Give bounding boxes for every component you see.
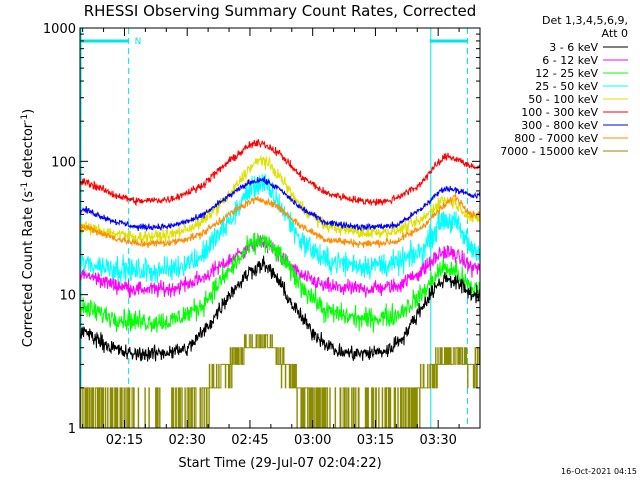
x-axis-label: Start Time (29-Jul-07 02:04:22) bbox=[178, 456, 381, 471]
legend-label: 25 - 50 keV bbox=[535, 80, 598, 93]
legend-label: 300 - 800 keV bbox=[521, 119, 598, 132]
x-tick-label: 02:30 bbox=[168, 433, 205, 448]
x-axis: 02:15 02:30 02:45 03:00 03:15 03:30 bbox=[82, 28, 481, 448]
legend-label: 6 - 12 keV bbox=[542, 54, 598, 67]
night-flag-label: N bbox=[135, 37, 142, 47]
y-axis-label-end: ) bbox=[21, 109, 36, 114]
y-axis-label-mid: detector bbox=[21, 122, 36, 182]
timestamp: 16-Oct-2021 04:15 bbox=[561, 467, 637, 476]
y-axis-label-sup2: -1 bbox=[20, 114, 30, 123]
y-axis: 1 10 100 1000 bbox=[43, 22, 480, 437]
x-tick-label: 03:30 bbox=[419, 433, 456, 448]
y-tick-label: 100 bbox=[51, 155, 76, 170]
y-axis-label-sup1: -1 bbox=[20, 182, 30, 191]
series-line-25-50kev bbox=[80, 173, 480, 284]
series-line-300-800kev bbox=[80, 176, 480, 232]
night-flags: N bbox=[80, 28, 468, 428]
plot-area bbox=[79, 27, 481, 429]
chart-title: RHESSI Observing Summary Count Rates, Co… bbox=[84, 2, 477, 20]
series-layer bbox=[80, 138, 480, 428]
y-axis-label-main: Corrected Count Rate (s bbox=[21, 191, 36, 348]
legend-label: 100 - 300 keV bbox=[521, 106, 598, 119]
legend-label: 7000 - 15000 keV bbox=[500, 145, 598, 158]
y-tick-label: 1 bbox=[68, 422, 76, 437]
legend-label: 12 - 25 keV bbox=[535, 67, 598, 80]
legend-label: 800 - 7000 keV bbox=[514, 132, 598, 145]
legend-label: 50 - 100 keV bbox=[528, 93, 598, 106]
series-line-12-25kev bbox=[80, 232, 480, 333]
legend-header-detectors: Det 1,3,4,5,6,9, bbox=[542, 14, 628, 27]
legend-header-attenuator: Att 0 bbox=[602, 27, 628, 40]
x-tick-label: 02:45 bbox=[231, 433, 268, 448]
x-tick-label: 03:00 bbox=[294, 433, 331, 448]
x-tick-label: 02:15 bbox=[106, 433, 143, 448]
series-line-3-6kev bbox=[80, 255, 480, 362]
y-tick-label: 1000 bbox=[43, 22, 76, 37]
series-line-100-300kev bbox=[80, 138, 480, 207]
series-line-800-7000kev bbox=[80, 192, 480, 249]
x-tick-label: 03:15 bbox=[357, 433, 394, 448]
y-tick-label: 10 bbox=[59, 289, 76, 304]
y-axis-label: Corrected Count Rate (s-1 detector-1) bbox=[20, 109, 36, 347]
legend-label: 3 - 6 keV bbox=[549, 41, 598, 54]
series-line-7000-15000kev bbox=[80, 334, 480, 428]
series-line-50-100kev bbox=[80, 155, 480, 245]
